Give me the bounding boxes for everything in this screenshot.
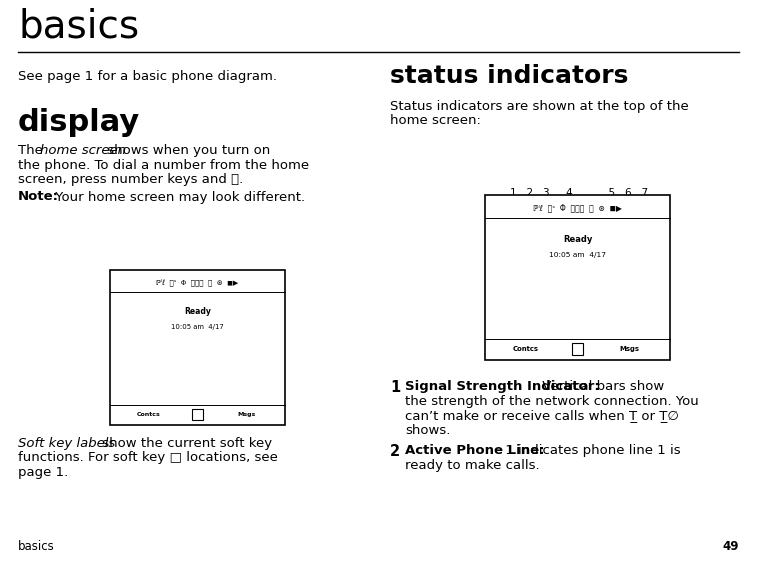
Text: Ready: Ready	[184, 307, 211, 316]
Text: can’t make or receive calls when T̲ or T̲∅: can’t make or receive calls when T̲ or T…	[405, 409, 679, 422]
Text: 1.  2.  3.    4.          5.  6.  7.: 1. 2. 3. 4. 5. 6. 7.	[510, 188, 652, 198]
Text: 2: 2	[390, 444, 400, 459]
Text: Contcs: Contcs	[136, 412, 160, 418]
Text: 10:05 am  4/17: 10:05 am 4/17	[549, 252, 606, 258]
Bar	[485, 195, 670, 360]
Text: Soft key labels: Soft key labels	[18, 437, 115, 450]
Text: Note:: Note:	[18, 190, 59, 203]
Text: Msgs: Msgs	[619, 346, 640, 352]
Text: show the current soft key: show the current soft key	[98, 437, 272, 450]
Text: ready to make calls.: ready to make calls.	[405, 459, 540, 472]
Text: 10:05 am  4/17: 10:05 am 4/17	[171, 324, 224, 329]
Text: Signal Strength Indicator:: Signal Strength Indicator:	[405, 380, 600, 393]
Text: home screen: home screen	[40, 144, 126, 157]
Text: home screen:: home screen:	[390, 115, 481, 128]
Text: ℙᴵℓ  ⓡˢ  Φ  ⓨⓔⓘ  ⎕  ⊛  ◼▶: ℙᴵℓ ⓡˢ Φ ⓨⓔⓘ ⎕ ⊛ ◼▶	[157, 278, 238, 286]
Bar	[110, 270, 285, 425]
Text: See page 1 for a basic phone diagram.: See page 1 for a basic phone diagram.	[18, 70, 277, 83]
Text: The: The	[18, 144, 47, 157]
Text: Vertical bars show: Vertical bars show	[538, 380, 664, 393]
Text: screen, press number keys and ⓢ.: screen, press number keys and ⓢ.	[18, 173, 243, 186]
Text: the phone. To dial a number from the home: the phone. To dial a number from the hom…	[18, 159, 309, 172]
Bar	[572, 343, 583, 355]
Bar	[192, 408, 203, 420]
Text: Contcs: Contcs	[512, 346, 539, 352]
Text: shows.: shows.	[405, 424, 450, 437]
Text: Ready: Ready	[562, 235, 592, 244]
Text: basics: basics	[18, 8, 139, 46]
Text: functions. For soft key □ locations, see: functions. For soft key □ locations, see	[18, 451, 278, 464]
Text: Msgs: Msgs	[238, 412, 256, 418]
Text: the strength of the network connection. You: the strength of the network connection. …	[405, 394, 699, 407]
Text: 49: 49	[722, 540, 739, 553]
Text: Status indicators are shown at the top of the: Status indicators are shown at the top o…	[390, 100, 689, 113]
Text: Active Phone Line:: Active Phone Line:	[405, 444, 544, 457]
Text: display: display	[18, 108, 140, 137]
Text: basics: basics	[18, 540, 55, 553]
Text: 1 indicates phone line 1 is: 1 indicates phone line 1 is	[501, 444, 681, 457]
Text: shows when you turn on: shows when you turn on	[103, 144, 270, 157]
Text: 1: 1	[390, 380, 400, 395]
Text: ℙᴵℓ  ⓡˢ  Φ  ⓨⓔⓘ  ⎕  ⊛  ◼▶: ℙᴵℓ ⓡˢ Φ ⓨⓔⓘ ⎕ ⊛ ◼▶	[533, 203, 622, 212]
Text: page 1.: page 1.	[18, 466, 68, 479]
Text: Your home screen may look different.: Your home screen may look different.	[51, 190, 305, 203]
Text: status indicators: status indicators	[390, 64, 628, 88]
